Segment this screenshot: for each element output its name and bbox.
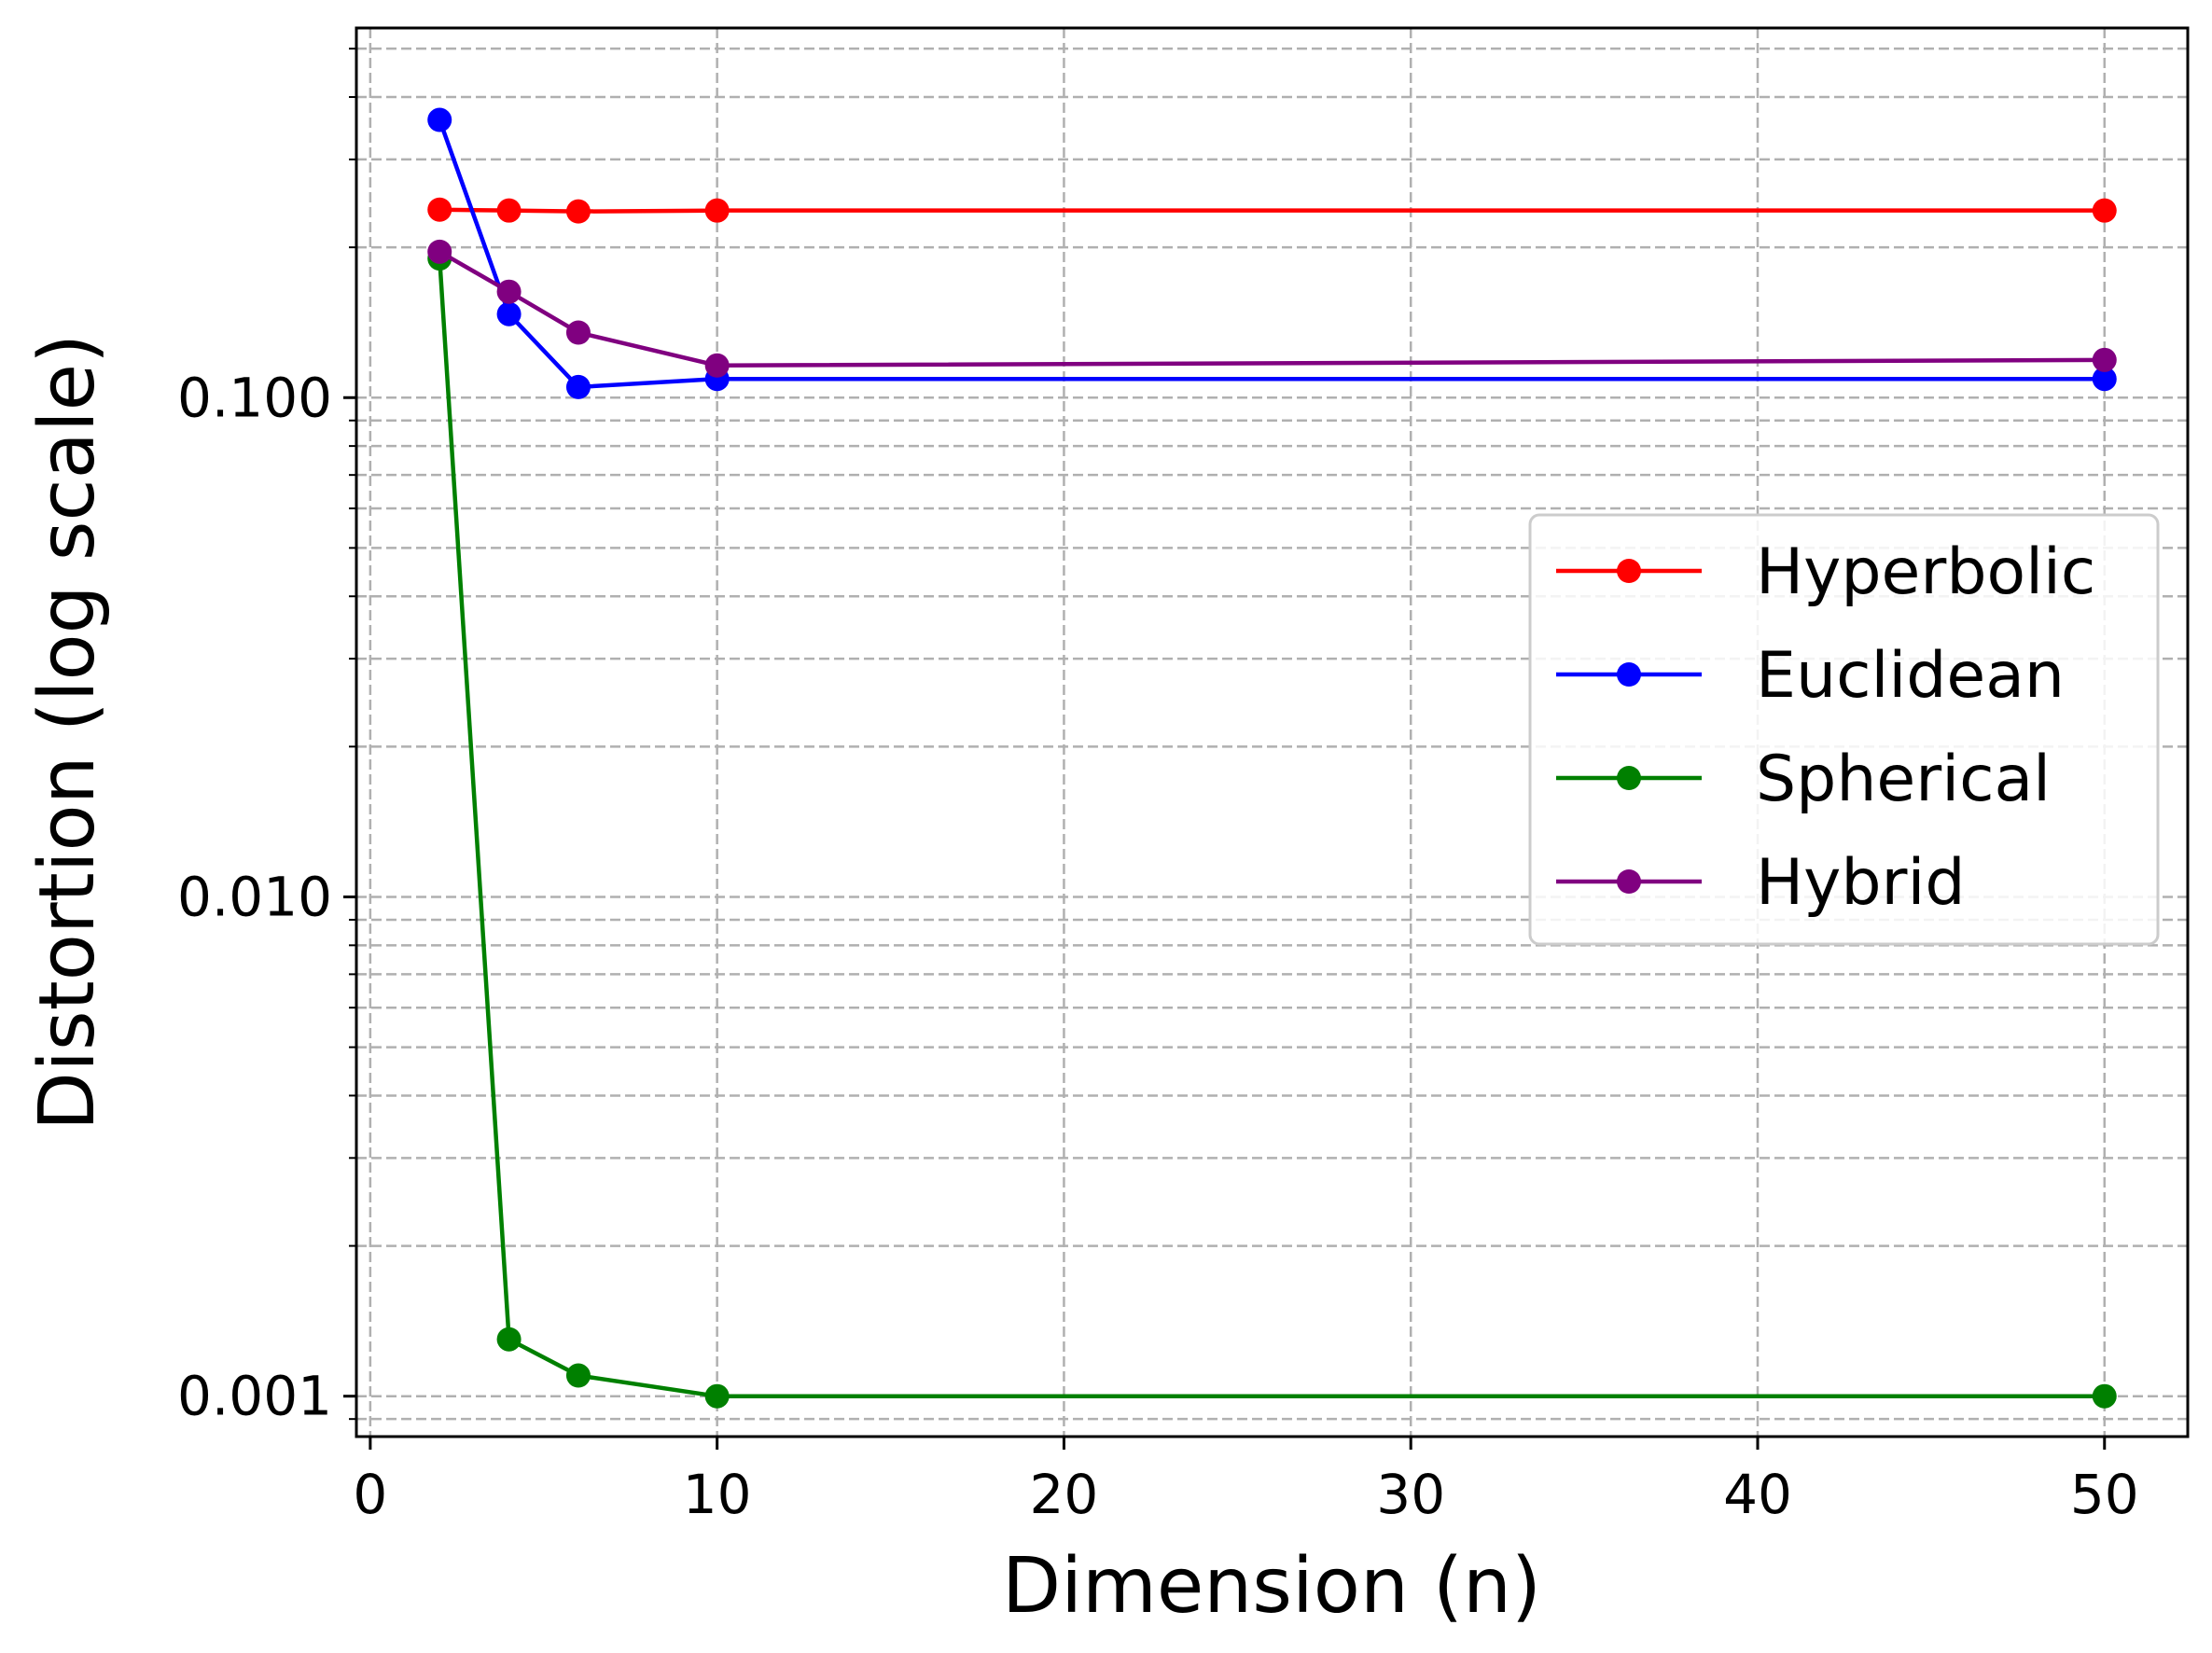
legend-box (1528, 513, 2160, 946)
legend-swatch-marker-spherical (1617, 766, 1641, 790)
y-tick-label: 0.001 (177, 1365, 332, 1428)
data-point-spherical (704, 1383, 730, 1409)
series-line-hybrid (438, 249, 2105, 368)
legend: Hyperbolic Euclidean Spherical Hybrid (1528, 513, 2160, 946)
data-point-hyperbolic (427, 197, 452, 222)
y-tick-label: 0.100 (177, 366, 332, 429)
data-point-hybrid (427, 239, 452, 264)
data-point-euclidean (427, 107, 452, 132)
data-point-hybrid (704, 353, 730, 378)
legend-swatch-marker-hyperbolic (1617, 559, 1641, 583)
x-tick-label: 20 (1030, 1463, 1099, 1526)
data-point-hybrid (496, 279, 522, 304)
x-tick-label: 50 (2070, 1463, 2139, 1526)
data-point-spherical (565, 1363, 591, 1388)
axis-ticks: 0 10 20 30 40 50 0.001 0.010 0.100 (177, 48, 2139, 1526)
legend-label-spherical: Spherical (1756, 743, 2051, 816)
x-tick-label: 40 (1723, 1463, 1792, 1526)
x-tick-label: 30 (1376, 1463, 1445, 1526)
plot-frame (355, 26, 2190, 1438)
data-point-hyperbolic (565, 199, 591, 224)
legend-label-hybrid: Hybrid (1756, 846, 1966, 920)
series-line-hyperbolic (439, 207, 2105, 214)
data-point-spherical (2092, 1383, 2117, 1409)
data-point-euclidean (2092, 367, 2117, 392)
data-point-euclidean (496, 301, 522, 326)
x-axis-label: Dimension (n) (1002, 1542, 1541, 1631)
legend-swatch-marker-euclidean (1617, 662, 1641, 687)
y-tick-label: 0.010 (177, 865, 332, 928)
data-point-spherical (496, 1327, 522, 1352)
data-point-euclidean (565, 374, 591, 399)
x-tick-label: 10 (683, 1463, 752, 1526)
data-point-hybrid (565, 320, 591, 345)
data-point-hyperbolic (2092, 198, 2117, 223)
legend-label-hyperbolic: Hyperbolic (1756, 535, 2095, 609)
legend-label-euclidean: Euclidean (1756, 639, 2065, 713)
series-layer (427, 107, 2117, 1409)
data-point-hyperbolic (704, 198, 730, 223)
x-tick-label: 0 (353, 1463, 387, 1526)
y-axis-label: Distortion (log scale) (23, 334, 112, 1131)
data-point-hybrid (2092, 347, 2117, 372)
legend-swatch-marker-hybrid (1617, 869, 1641, 894)
data-point-hyperbolic (496, 198, 522, 223)
